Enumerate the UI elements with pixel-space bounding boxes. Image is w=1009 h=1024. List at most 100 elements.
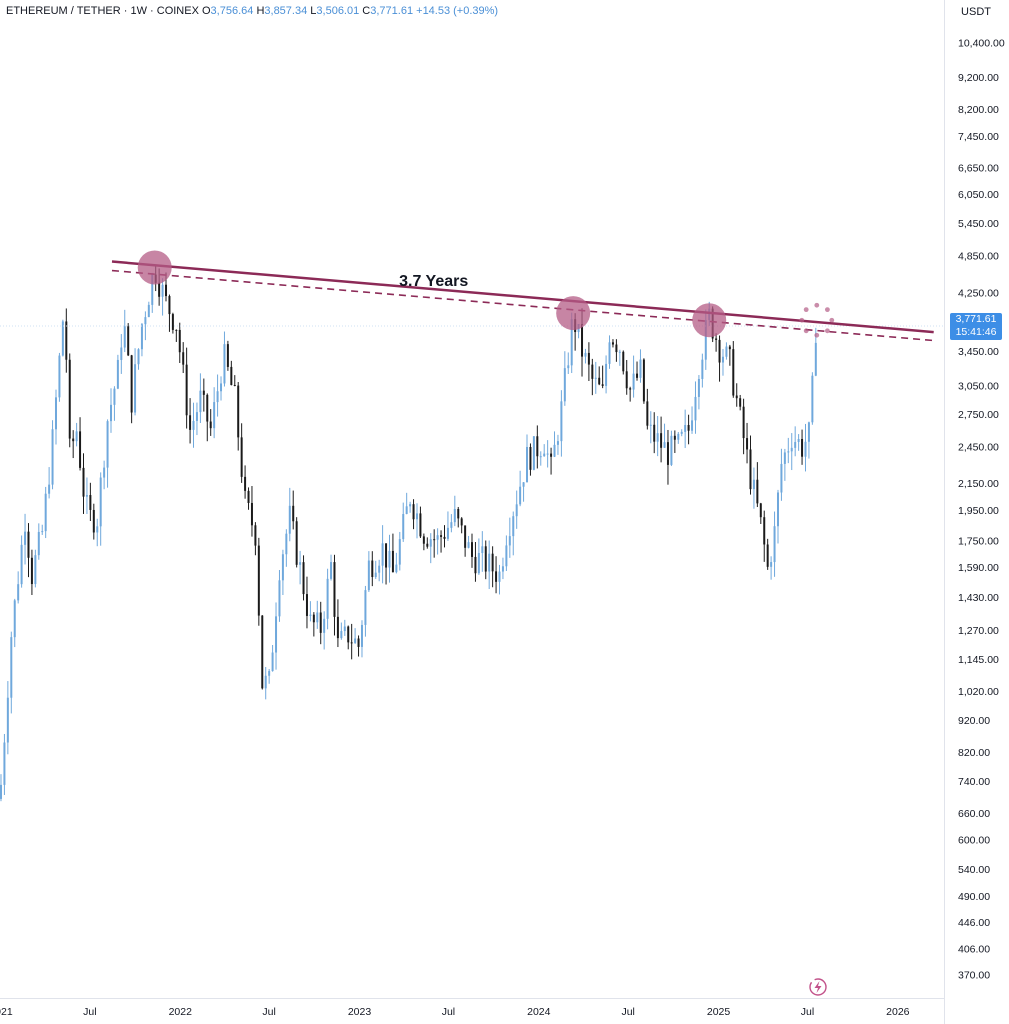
y-tick-label: 740.00 [958,776,990,788]
candle-body [622,351,625,372]
candle-body [302,562,305,595]
y-tick-label: 1,145.00 [958,654,999,666]
candle-body [20,544,23,585]
candle-body [288,505,291,534]
candle-body [409,504,412,507]
candle-body [783,452,786,464]
candle-body [278,580,281,617]
candle-body [673,435,676,440]
y-tick-label: 10,400.00 [958,38,1005,50]
candle-body [515,504,518,517]
candle-body [178,329,181,353]
candle-body [625,371,628,389]
candle-body [385,543,388,568]
candle-body [636,373,639,378]
candle-body [471,542,473,557]
candle-body [161,284,164,297]
y-tick-label: 600.00 [958,834,990,846]
low-label: L [310,5,317,17]
candle-body [85,495,88,497]
y-tick-label: 820.00 [958,747,990,759]
candle-body [543,453,546,457]
candle-body [763,517,766,545]
candle-body [412,504,415,520]
candle-body [195,412,198,421]
price-axis-currency[interactable]: USDT [961,6,991,18]
candle-body [391,550,394,573]
candle-body [443,536,446,539]
candle-body [333,562,336,617]
candle-body [670,435,673,465]
candle-body [216,391,219,403]
candle-body [237,385,240,438]
high-label: H [256,5,265,17]
candle-body [168,296,171,315]
candle-body [374,572,377,578]
candle-body [756,479,759,504]
close-label: C [362,5,371,17]
candle-body [65,321,68,360]
candle-body [209,421,212,429]
candle-body [165,284,168,297]
low-value: 3,506.01 [316,5,360,17]
y-tick-label: 406.00 [958,943,990,955]
candle-body [103,467,106,478]
symbol-title[interactable]: ETHEREUM / TETHER · 1W · COINEX [6,5,199,17]
touch-point-circle [556,296,591,331]
candle-body [563,368,566,402]
candle-body [285,533,288,555]
candle-body [230,366,233,385]
candle-body [48,484,51,494]
x-tick-label: Jul [442,1006,455,1018]
candle-body [646,401,649,426]
candle-body [429,539,432,547]
candle-body [405,506,408,515]
candle-body [446,527,449,539]
candle-body [233,384,236,386]
y-tick-label: 8,200.00 [958,104,999,116]
candle-body [632,373,635,390]
x-tick-label: 2026 [886,1006,910,1018]
candle-body [92,509,95,533]
candle-body [694,396,697,421]
candle-body [206,394,209,422]
candle-body [484,546,487,572]
candle-body [642,359,645,402]
candle-body [223,344,226,384]
candle-body [477,553,480,574]
candle-body [123,326,126,348]
candle-body [254,525,257,546]
candle-body [663,442,666,448]
candle-body [134,364,137,413]
candle-body [340,631,343,639]
candle-body [378,565,381,573]
candle-body [457,508,460,519]
x-tick-label: 2021 [0,1006,13,1018]
candle-body [34,555,37,585]
candle-body [770,562,773,567]
candle-body [79,431,82,468]
candle-body [512,516,515,537]
y-tick-label: 370.00 [958,969,990,981]
candle-body [202,390,205,395]
candle-body [601,384,604,386]
candle-body [30,557,33,585]
candle-body [433,539,436,541]
candle-body [677,433,680,440]
candle-body [295,521,298,565]
candle-body [426,543,429,547]
candle-body [354,638,357,643]
candle-body [581,324,584,357]
candle-body [501,566,504,572]
candle-body [422,536,425,544]
candle-body [797,438,800,442]
y-tick-label: 660.00 [958,808,990,820]
candle-body [189,415,192,430]
pending-touch-dot [799,317,805,323]
touch-point-circle [137,250,172,285]
candle-body [213,402,216,429]
candle-body [440,535,443,537]
candle-body [250,502,253,526]
candle-body [721,356,724,363]
